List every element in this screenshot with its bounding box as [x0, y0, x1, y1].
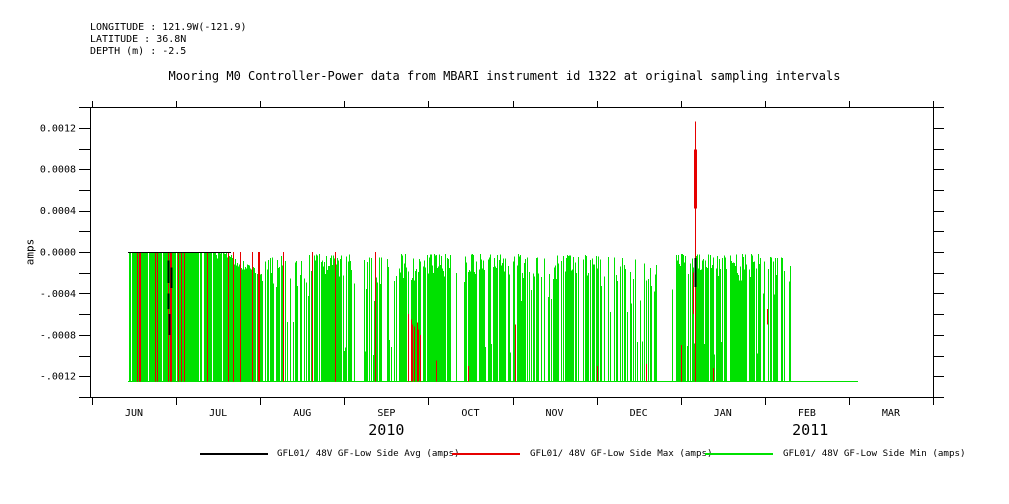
x-month-label: OCT: [461, 408, 479, 419]
x-month-label: MAR: [882, 408, 901, 419]
header-latitude: LATITUDE : 36.8N: [90, 34, 187, 45]
x-month-label: JUL: [209, 408, 227, 419]
x-month-label: DEC: [630, 408, 648, 419]
legend-label-min: GFL01/ 48V GF-Low Side Min (amps): [783, 448, 966, 459]
series-avg: [128, 252, 697, 335]
x-month-label: NOV: [546, 408, 564, 419]
y-tick-label: -.0012: [40, 372, 76, 383]
x-year-label: 2010: [368, 421, 404, 439]
y-tick-label: -.0008: [40, 330, 76, 341]
x-month-label: FEB: [798, 408, 816, 419]
series-min: [128, 252, 859, 382]
x-month-label: SEP: [377, 408, 395, 419]
y-tick-label: -.0004: [40, 289, 76, 300]
y-tick-label: 0.0004: [40, 206, 76, 217]
legend-label-avg: GFL01/ 48V GF-Low Side Avg (amps): [277, 448, 460, 459]
x-month-label: JUN: [125, 408, 143, 419]
axes: 0.0012 0.0008 0.0004 0.0000 -.0004 -.0008 -.00…: [40, 101, 944, 439]
legend-line-avg: [200, 453, 268, 455]
y-tick-label: 0.0008: [40, 165, 76, 176]
legend-line-max: [452, 453, 520, 455]
x-year-label: 2011: [792, 421, 828, 439]
header-depth: DEPTH (m) : -2.5: [90, 46, 187, 57]
series-max: [137, 121, 768, 382]
y-tick-label: 0.0000: [40, 248, 76, 259]
y-tick-label: 0.0012: [40, 123, 76, 134]
chart-title: Mooring M0 Controller-Power data from MB…: [168, 69, 841, 83]
legend-line-min: [705, 453, 773, 455]
legend-label-max: GFL01/ 48V GF-Low Side Max (amps): [530, 448, 713, 459]
x-month-label: JAN: [714, 408, 732, 419]
x-month-label: AUG: [293, 408, 311, 419]
header-longitude: LONGITUDE : 121.9W(-121.9): [90, 22, 247, 33]
